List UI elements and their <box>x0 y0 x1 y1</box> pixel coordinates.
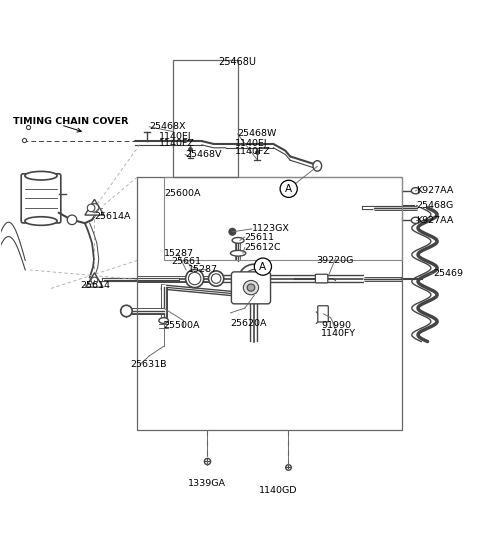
Text: 39220G: 39220G <box>316 256 354 265</box>
Circle shape <box>254 258 272 275</box>
Text: 1339GA: 1339GA <box>188 479 226 488</box>
Ellipse shape <box>239 264 270 293</box>
Text: 25468G: 25468G <box>417 201 454 210</box>
Bar <box>173 60 238 177</box>
Circle shape <box>90 203 99 212</box>
Text: 25620A: 25620A <box>230 319 267 328</box>
Text: 1123GX: 1123GX <box>252 224 290 234</box>
Ellipse shape <box>186 269 204 288</box>
Ellipse shape <box>411 188 420 194</box>
Text: 15287: 15287 <box>164 249 193 258</box>
Text: 1140FZ: 1140FZ <box>159 139 195 149</box>
Text: 15287: 15287 <box>188 265 217 274</box>
Ellipse shape <box>159 318 168 324</box>
Text: K927AA: K927AA <box>417 216 454 225</box>
Text: 25500A: 25500A <box>164 321 200 330</box>
Text: A: A <box>259 262 266 272</box>
Text: 25468U: 25468U <box>218 58 257 68</box>
Circle shape <box>280 180 297 197</box>
Text: A: A <box>285 184 292 194</box>
Text: 25468X: 25468X <box>149 122 186 131</box>
Text: 25614A: 25614A <box>95 212 131 221</box>
FancyBboxPatch shape <box>231 272 271 304</box>
Ellipse shape <box>411 217 420 224</box>
Ellipse shape <box>211 274 221 283</box>
Ellipse shape <box>25 172 57 180</box>
Ellipse shape <box>25 217 57 225</box>
Text: TIMING CHAIN COVER: TIMING CHAIN COVER <box>13 117 129 126</box>
Text: 25614: 25614 <box>80 281 110 290</box>
FancyBboxPatch shape <box>21 174 61 223</box>
Ellipse shape <box>245 269 264 288</box>
Text: 25661: 25661 <box>171 257 201 266</box>
Circle shape <box>229 229 236 235</box>
Circle shape <box>91 277 98 284</box>
Ellipse shape <box>189 272 201 285</box>
Text: 25611: 25611 <box>245 233 275 241</box>
Text: 1140GD: 1140GD <box>259 486 298 495</box>
Text: 25600A: 25600A <box>165 189 201 198</box>
Text: 1140EJ: 1140EJ <box>159 132 192 141</box>
Circle shape <box>87 204 95 212</box>
Text: 25468W: 25468W <box>238 130 277 139</box>
Bar <box>164 177 402 260</box>
Circle shape <box>67 215 77 225</box>
Ellipse shape <box>230 250 246 256</box>
Text: 1140FY: 1140FY <box>321 329 356 338</box>
Text: 25612C: 25612C <box>245 243 281 252</box>
Ellipse shape <box>313 160 322 171</box>
Ellipse shape <box>243 281 259 295</box>
Text: 1140FZ: 1140FZ <box>235 147 271 156</box>
Bar <box>137 177 402 430</box>
FancyBboxPatch shape <box>318 306 328 322</box>
Ellipse shape <box>208 271 224 286</box>
Polygon shape <box>86 273 103 287</box>
Ellipse shape <box>120 305 132 317</box>
Polygon shape <box>85 200 104 215</box>
Ellipse shape <box>247 284 255 291</box>
Text: 91990: 91990 <box>321 321 351 330</box>
Text: 25631B: 25631B <box>130 360 167 369</box>
Text: K927AA: K927AA <box>417 186 454 195</box>
Ellipse shape <box>232 238 244 243</box>
Text: 25469: 25469 <box>433 269 463 278</box>
FancyBboxPatch shape <box>315 274 328 283</box>
Text: 25468V: 25468V <box>185 150 222 159</box>
Text: 1140EJ: 1140EJ <box>235 139 268 148</box>
